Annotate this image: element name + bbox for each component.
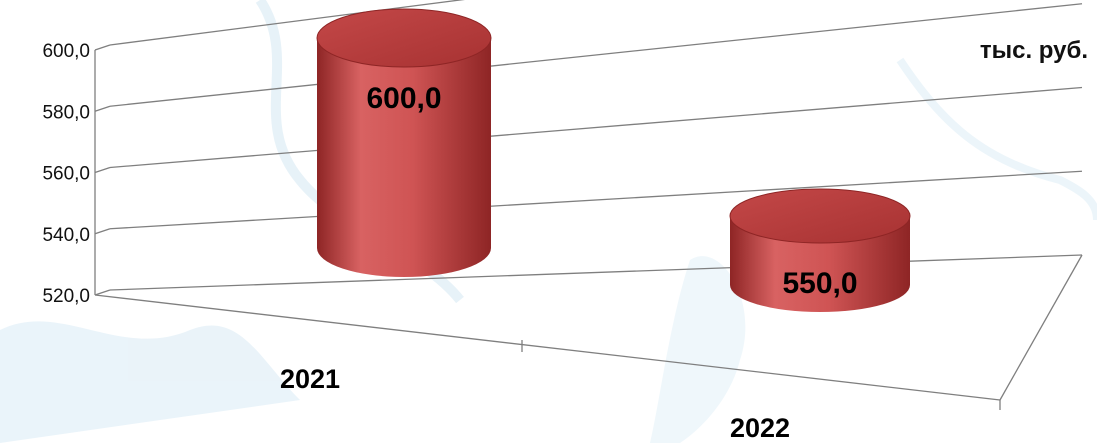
bars: 600,0 2021 550,0 2022 xyxy=(280,8,911,443)
gridline xyxy=(109,0,466,46)
x-axis-front-line xyxy=(94,294,1001,401)
gridline xyxy=(109,170,1083,230)
tick-mark xyxy=(94,166,111,174)
tick-mark xyxy=(94,228,111,235)
tick-mark xyxy=(94,44,111,51)
y-tick-label: 560,0 xyxy=(42,164,90,185)
tick-mark xyxy=(94,105,111,112)
y-tick-label: 520,0 xyxy=(42,286,90,307)
gridlines xyxy=(94,0,1083,296)
y-axis-ticks: 520,0 540,0 560,0 580,0 600,0 xyxy=(42,41,90,307)
data-label: 550,0 xyxy=(782,267,857,300)
y-tick-label: 540,0 xyxy=(42,225,90,246)
bar-body xyxy=(317,38,491,277)
bar-2022 xyxy=(729,188,911,312)
tick-mark xyxy=(94,289,111,296)
data-label: 600,0 xyxy=(366,82,441,115)
axes xyxy=(94,50,1083,410)
floor-right-edge xyxy=(999,254,1083,401)
bar-2021 xyxy=(316,8,492,277)
gridline xyxy=(109,86,1083,169)
y-tick-label: 580,0 xyxy=(42,102,90,123)
bar-top-cap xyxy=(316,8,492,68)
bar-top-cap xyxy=(729,188,911,244)
bar-body xyxy=(730,216,910,312)
gridline xyxy=(109,3,1083,107)
x-category-label: 2022 xyxy=(730,413,790,443)
unit-label: тыс. руб. xyxy=(980,37,1088,64)
x-category-label: 2021 xyxy=(280,364,340,394)
gridline xyxy=(109,254,1083,291)
y-tick-label: 600,0 xyxy=(42,41,90,62)
